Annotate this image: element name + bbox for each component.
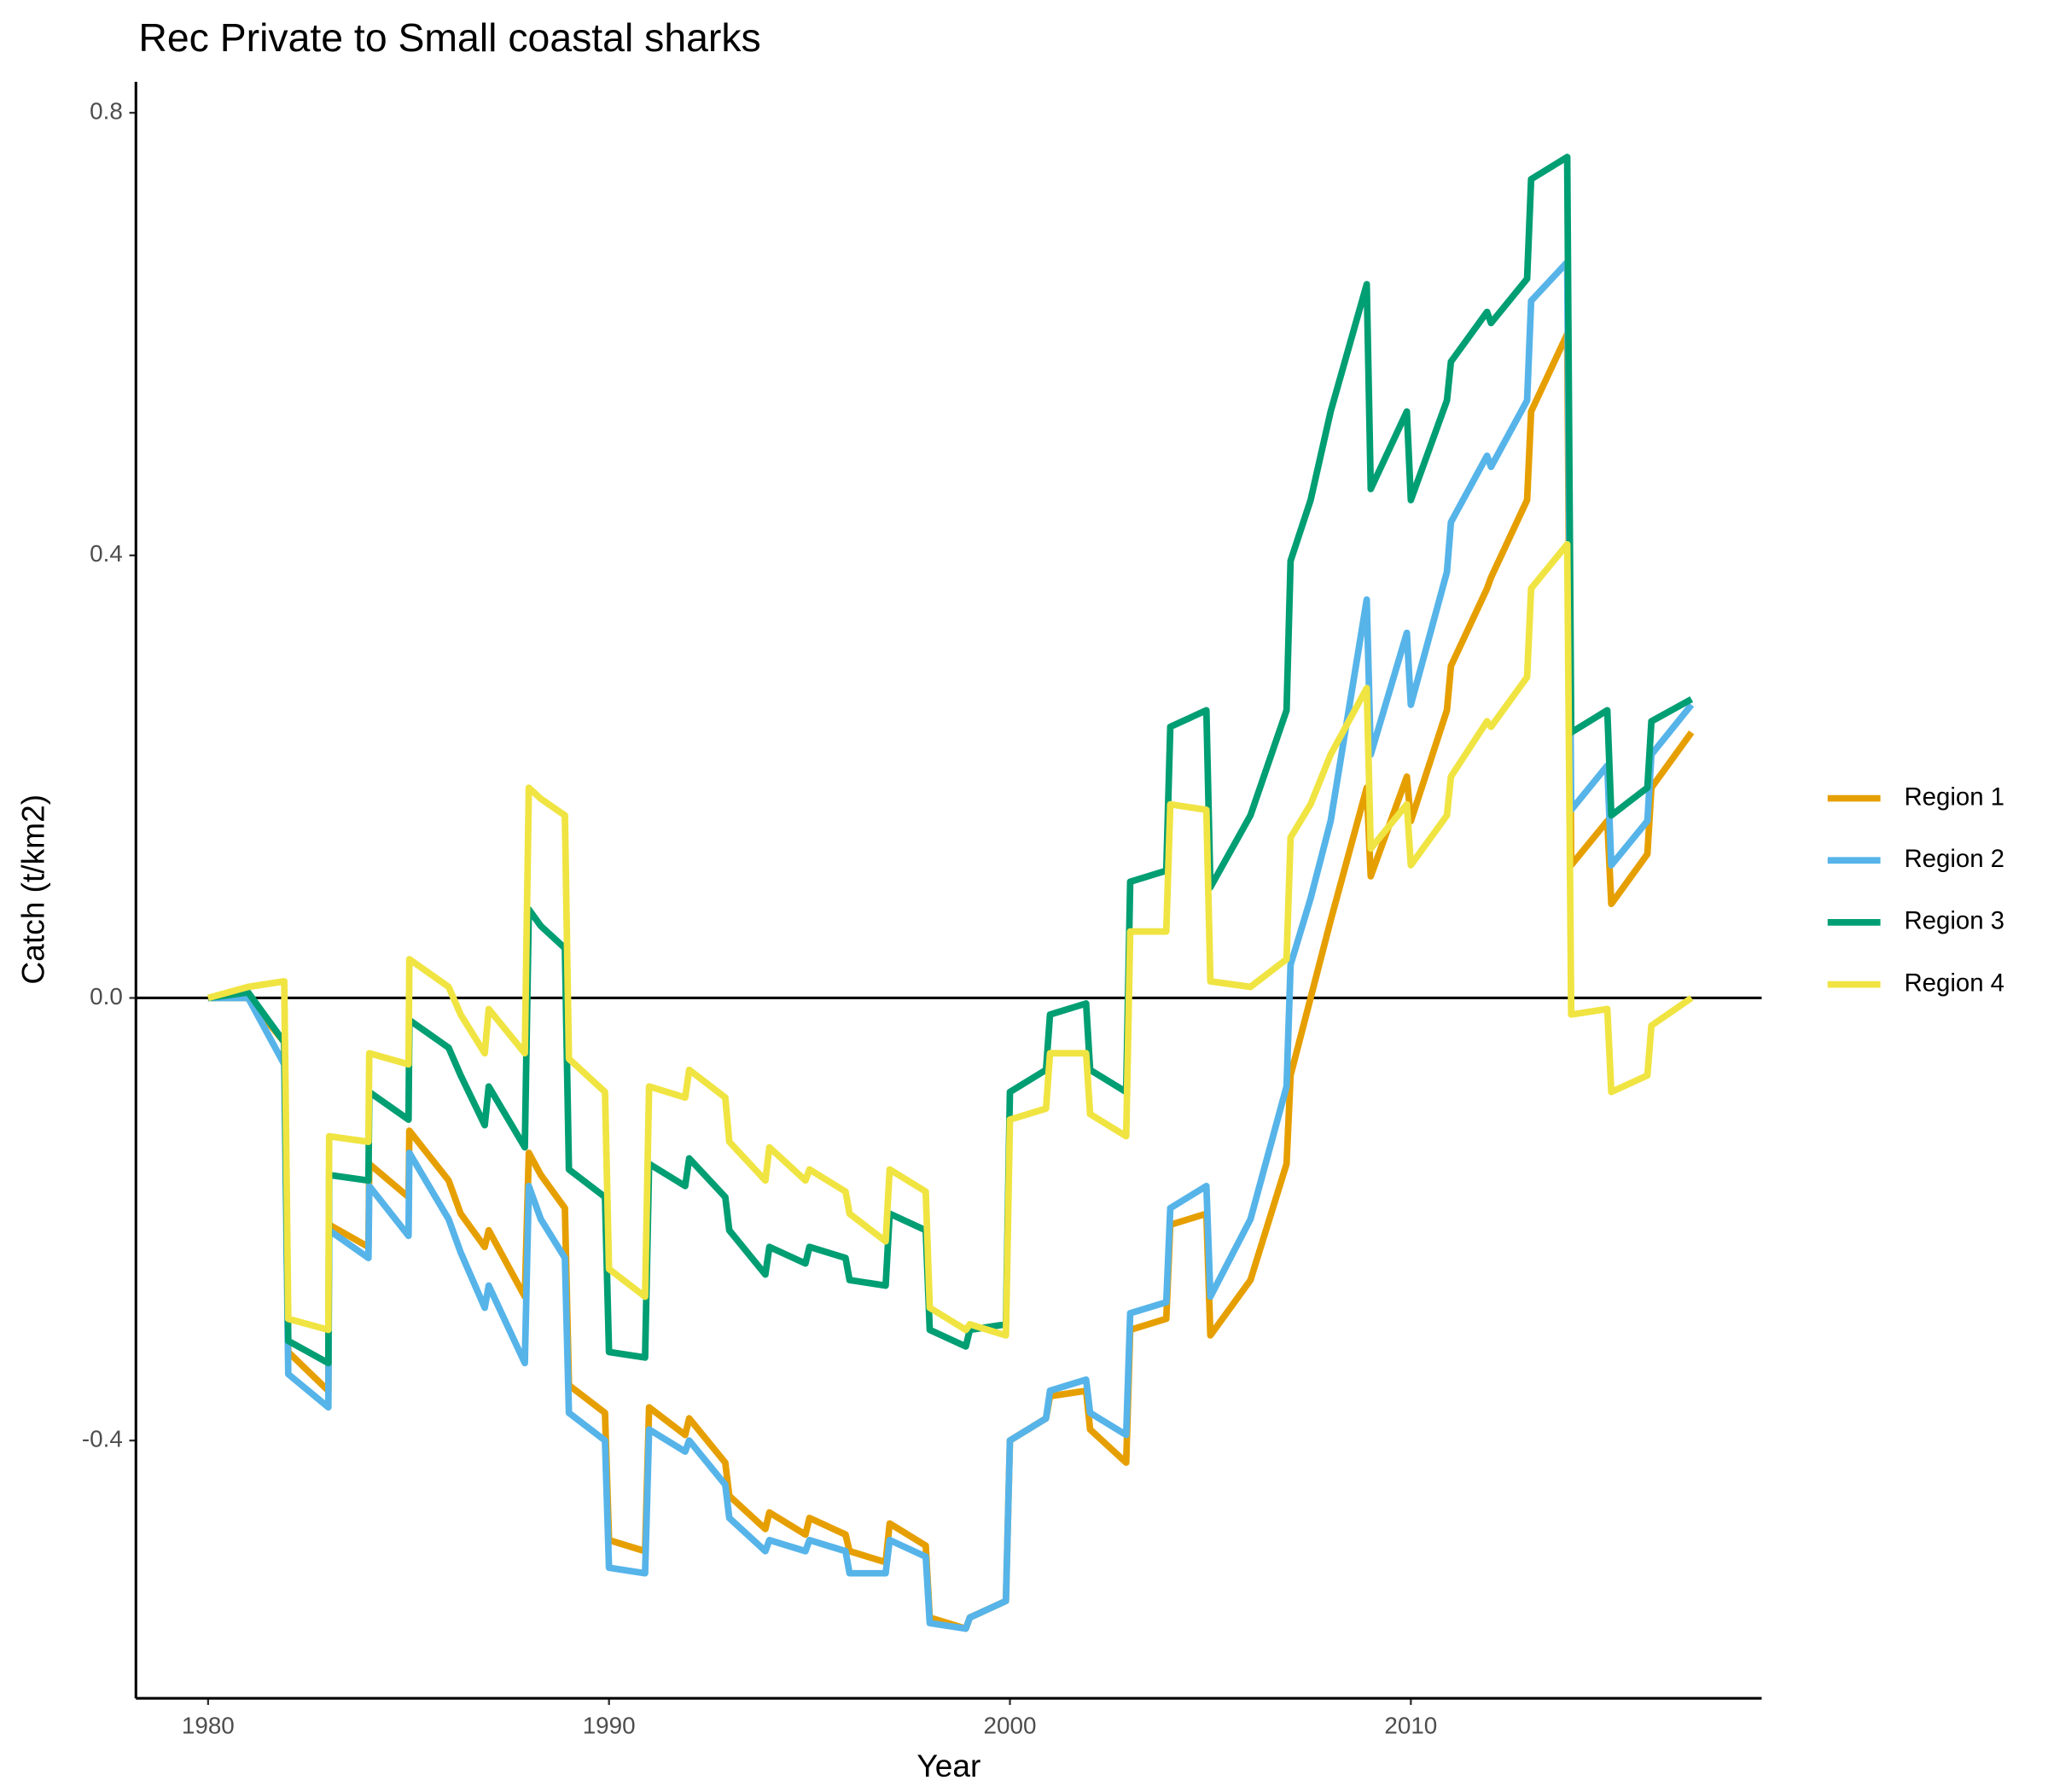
x-tick-label: 1990 — [583, 1713, 636, 1739]
x-axis-title: Year — [916, 1748, 980, 1783]
series-line — [207, 154, 1694, 1367]
legend-label: Region 2 — [1904, 845, 2004, 873]
chart-title: Rec Private to Small coastal sharks — [138, 15, 760, 60]
legend-label: Region 1 — [1904, 783, 2004, 811]
series-line — [207, 540, 1694, 1339]
y-tick-label: -0.4 — [82, 1425, 123, 1452]
legend-label: Region 4 — [1904, 969, 2004, 997]
y-tick-label: 0.8 — [90, 98, 123, 125]
y-tick-label: 0.0 — [90, 983, 123, 1009]
x-tick-label: 2010 — [1384, 1713, 1437, 1739]
legend-label: Region 3 — [1904, 907, 2004, 935]
x-tick-label: 2000 — [984, 1713, 1037, 1739]
y-tick-label: 0.4 — [90, 540, 123, 567]
x-tick-label: 1980 — [182, 1713, 235, 1739]
y-axis-title: Catch (t/km2) — [15, 794, 51, 985]
series-line — [207, 259, 1695, 1632]
